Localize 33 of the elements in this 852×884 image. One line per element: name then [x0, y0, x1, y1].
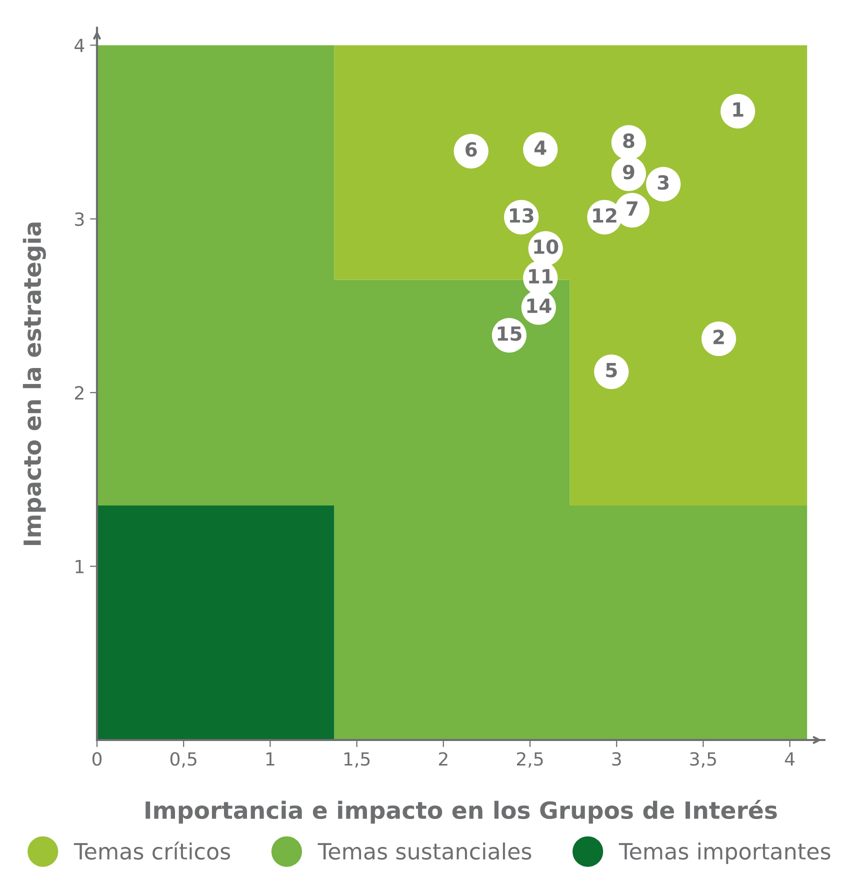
legend-label: Temas importantes	[618, 842, 830, 864]
x-tick-label: 2,5	[516, 752, 543, 768]
annotation: 5	[606, 362, 617, 378]
annotation: 4	[534, 140, 546, 155]
y-axis-title: Impacto en la estrategia	[22, 222, 46, 545]
annotation: 8	[623, 133, 634, 148]
annotation: 7	[626, 201, 638, 216]
x-tick-label: 1,5	[344, 752, 370, 768]
annotation: 2	[714, 330, 724, 344]
annotation: 3	[658, 175, 669, 190]
y-tick-label: 1	[76, 560, 84, 574]
x-tick-label: 3	[612, 752, 621, 766]
x-tick-label: 0,5	[170, 752, 196, 768]
y-tick-label: 4	[74, 38, 84, 52]
annotation: 13	[510, 208, 534, 223]
annotation: 10	[534, 239, 558, 254]
annotation: 14	[527, 298, 552, 313]
y-tick-label: 3	[75, 212, 84, 226]
x-axis-title: Importancia e impacto en los Grupos de Interés	[146, 800, 777, 824]
y-tick-label: 2	[75, 386, 84, 400]
x-tick-label: 3,5	[690, 752, 716, 768]
annotation: 15	[498, 326, 522, 341]
legend-label: Temas sustanciales	[318, 842, 532, 860]
annotation: 12	[593, 208, 616, 223]
x-tick-label: 4	[784, 752, 795, 766]
annotation: 11	[529, 269, 553, 284]
legend-label: Temas críticos	[74, 842, 230, 860]
annotation: 9	[622, 164, 634, 180]
x-tick-label: 0	[92, 752, 102, 766]
x-tick-label: 2	[438, 752, 448, 766]
annotation: 6	[466, 142, 477, 157]
x-tick-label: 1	[266, 752, 274, 766]
annotation: 1	[733, 102, 744, 117]
